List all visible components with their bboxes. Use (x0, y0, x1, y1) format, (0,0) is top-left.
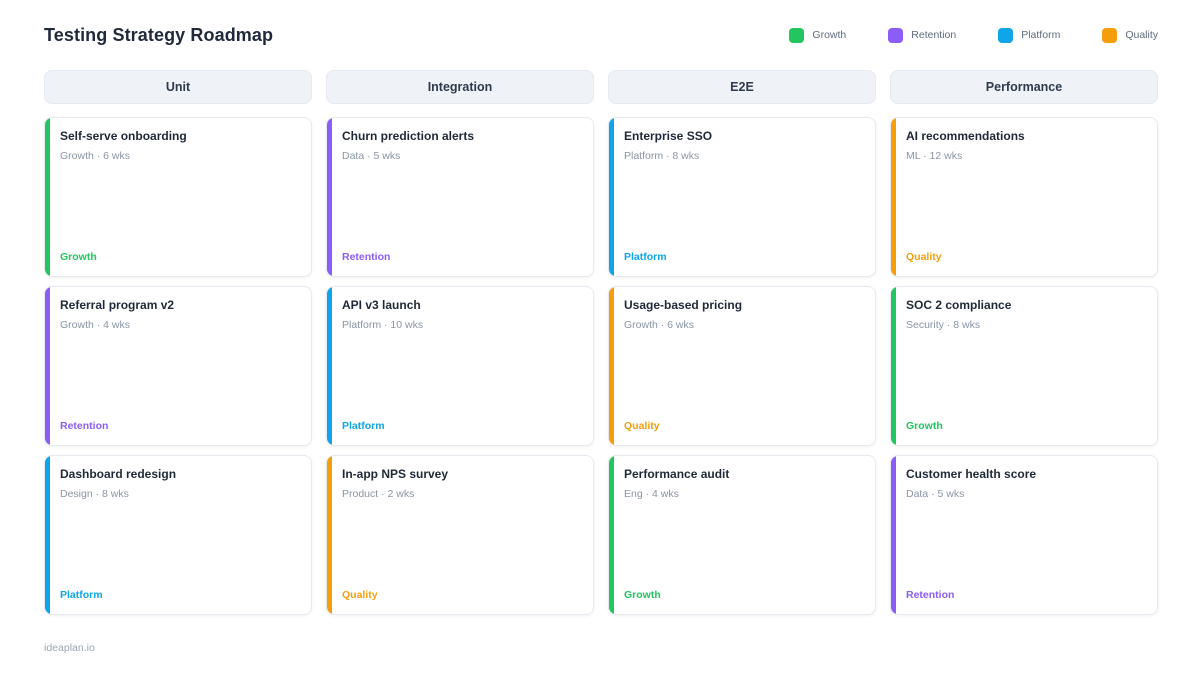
card-accent-stripe (609, 456, 614, 614)
card-tag: Growth (60, 251, 97, 263)
roadmap-card[interactable]: Performance audit Eng · 4 wks Growth (608, 455, 876, 615)
column-cards: Churn prediction alerts Data · 5 wks Ret… (326, 117, 594, 615)
roadmap-card[interactable]: Churn prediction alerts Data · 5 wks Ret… (326, 117, 594, 277)
card-meta: Eng · 4 wks (624, 488, 679, 500)
platform-swatch-icon (998, 27, 1014, 43)
roadmap-board: Unit Self-serve onboarding Growth · 6 wk… (44, 70, 1158, 615)
roadmap-card[interactable]: Enterprise SSO Platform · 8 wks Platform (608, 117, 876, 277)
card-meta: Growth · 6 wks (624, 319, 695, 331)
column-header-integration: Integration (326, 70, 594, 104)
card-meta: Platform · 10 wks (342, 319, 424, 331)
column-header-e2e: E2E (608, 70, 876, 104)
column-unit: Unit Self-serve onboarding Growth · 6 wk… (44, 70, 312, 615)
legend: Growth Retention Platform Quality (789, 27, 1158, 43)
legend-label: Quality (1125, 29, 1158, 41)
card-title: Churn prediction alerts (342, 129, 475, 143)
card-tag: Growth (624, 589, 661, 601)
card-tag: Retention (60, 420, 109, 432)
card-title: Dashboard redesign (60, 467, 177, 481)
card-accent-stripe (609, 118, 614, 276)
card-accent-stripe (45, 118, 50, 276)
legend-item-platform: Platform (998, 27, 1061, 43)
legend-label: Retention (911, 29, 957, 41)
card-title: Referral program v2 (60, 298, 175, 312)
card-meta: Data · 5 wks (342, 150, 401, 162)
retention-swatch-icon (888, 27, 904, 43)
card-meta: Security · 8 wks (906, 319, 981, 331)
card-meta: Design · 8 wks (60, 488, 129, 500)
card-meta: Product · 2 wks (342, 488, 415, 500)
card-accent-stripe (891, 118, 896, 276)
card-tag: Quality (342, 589, 378, 601)
card-tag: Retention (342, 251, 391, 263)
card-title: Self-serve onboarding (60, 129, 187, 143)
legend-item-quality: Quality (1102, 27, 1158, 43)
column-header-unit: Unit (44, 70, 312, 104)
card-meta: Growth · 4 wks (60, 319, 131, 331)
card-tag: Retention (906, 589, 955, 601)
quality-swatch-icon (1102, 27, 1118, 43)
column-integration: Integration Churn prediction alerts Data… (326, 70, 594, 615)
header-bar: Testing Strategy Roadmap Growth Retentio… (44, 18, 1158, 52)
legend-label: Growth (812, 29, 847, 41)
card-meta: Data · 5 wks (906, 488, 965, 500)
roadmap-card[interactable]: API v3 launch Platform · 10 wks Platform (326, 286, 594, 446)
card-accent-stripe (891, 456, 896, 614)
growth-swatch-icon (789, 27, 805, 43)
card-accent-stripe (891, 287, 896, 445)
card-tag: Quality (624, 420, 660, 432)
card-title: Customer health score (906, 467, 1037, 481)
card-title: In-app NPS survey (342, 467, 449, 481)
card-tag: Quality (906, 251, 942, 263)
card-title: SOC 2 compliance (906, 298, 1012, 312)
column-performance: Performance AI recommendations ML · 12 w… (890, 70, 1158, 615)
roadmap-card[interactable]: Dashboard redesign Design · 8 wks Platfo… (44, 455, 312, 615)
card-title: Enterprise SSO (624, 129, 713, 143)
card-accent-stripe (45, 456, 50, 614)
card-accent-stripe (327, 287, 332, 445)
card-accent-stripe (609, 287, 614, 445)
column-cards: Self-serve onboarding Growth · 6 wks Gro… (44, 117, 312, 615)
roadmap-card[interactable]: Referral program v2 Growth · 4 wks Reten… (44, 286, 312, 446)
card-tag: Platform (60, 589, 103, 601)
card-title: API v3 launch (342, 298, 421, 312)
card-tag: Platform (624, 251, 667, 263)
roadmap-card[interactable]: SOC 2 compliance Security · 8 wks Growth (890, 286, 1158, 446)
card-tag: Growth (906, 420, 943, 432)
card-title: Performance audit (624, 467, 730, 481)
roadmap-card[interactable]: Usage-based pricing Growth · 6 wks Quali… (608, 286, 876, 446)
column-header-performance: Performance (890, 70, 1158, 104)
legend-item-growth: Growth (789, 27, 847, 43)
column-cards: AI recommendations ML · 12 wks Quality S… (890, 117, 1158, 615)
card-accent-stripe (327, 456, 332, 614)
card-meta: ML · 12 wks (906, 150, 963, 162)
roadmap-card[interactable]: AI recommendations ML · 12 wks Quality (890, 117, 1158, 277)
card-meta: Growth · 6 wks (60, 150, 131, 162)
card-title: Usage-based pricing (624, 298, 743, 312)
card-title: AI recommendations (906, 129, 1025, 143)
card-accent-stripe (45, 287, 50, 445)
roadmap-card[interactable]: Customer health score Data · 5 wks Reten… (890, 455, 1158, 615)
column-cards: Enterprise SSO Platform · 8 wks Platform… (608, 117, 876, 615)
roadmap-card[interactable]: In-app NPS survey Product · 2 wks Qualit… (326, 455, 594, 615)
card-tag: Platform (342, 420, 385, 432)
roadmap-card[interactable]: Self-serve onboarding Growth · 6 wks Gro… (44, 117, 312, 277)
column-e2e: E2E Enterprise SSO Platform · 8 wks Plat… (608, 70, 876, 615)
card-meta: Platform · 8 wks (624, 150, 700, 162)
legend-label: Platform (1021, 29, 1061, 41)
legend-item-retention: Retention (888, 27, 957, 43)
page-title: Testing Strategy Roadmap (44, 24, 274, 45)
footer-brand: ideaplan.io (44, 642, 95, 654)
card-accent-stripe (327, 118, 332, 276)
